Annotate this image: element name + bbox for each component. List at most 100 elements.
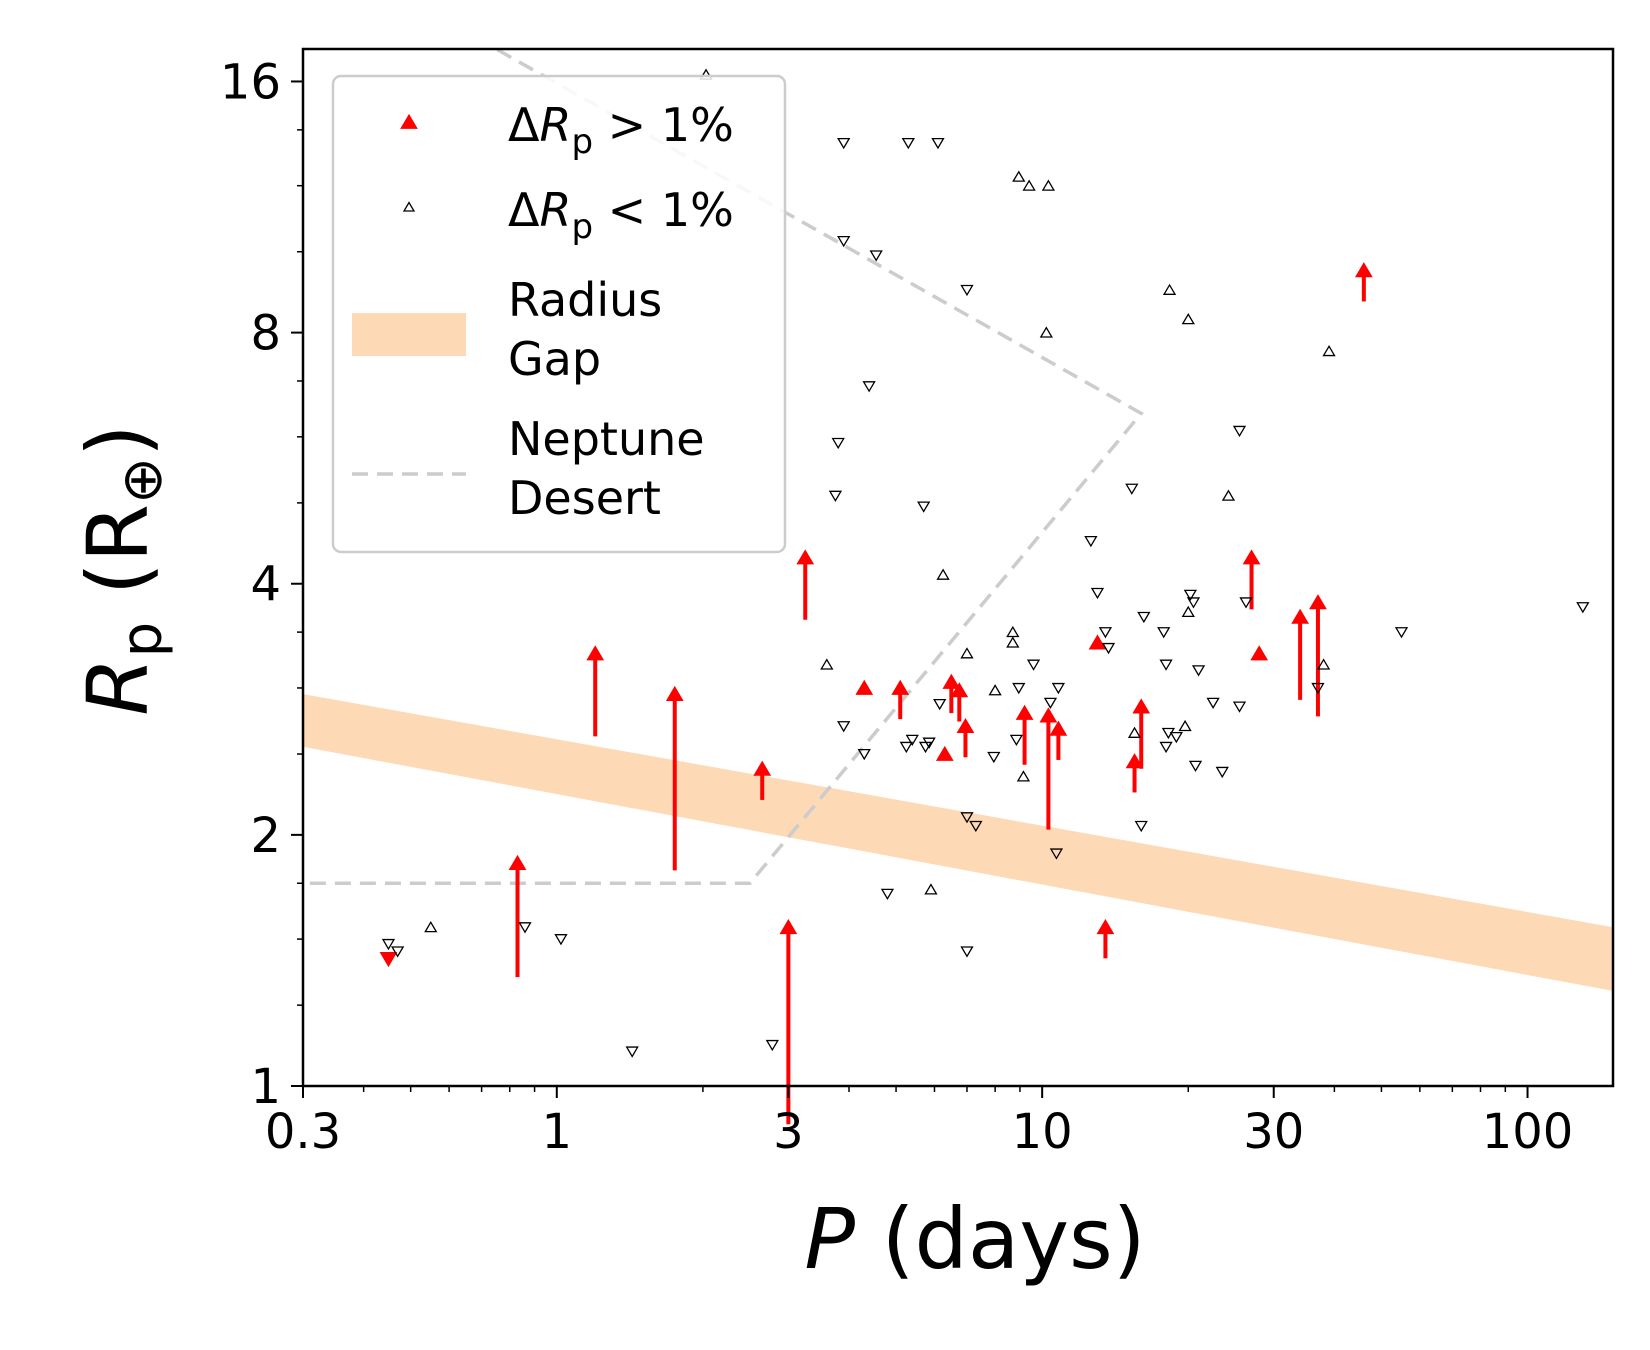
point-small-change xyxy=(390,946,405,958)
point-large-change xyxy=(508,854,527,871)
point-small-change xyxy=(988,684,1002,696)
point-small-change xyxy=(880,888,895,900)
point-small-change xyxy=(1169,731,1183,744)
point-small-change xyxy=(1043,697,1058,709)
point-large-change xyxy=(1015,704,1034,720)
point-small-change xyxy=(899,741,913,754)
radius-gap-band xyxy=(303,694,1613,991)
point-small-change xyxy=(1009,734,1024,747)
point-small-change xyxy=(1576,602,1590,614)
point-small-change xyxy=(1090,587,1105,600)
point-small-change xyxy=(1012,170,1026,182)
point-small-change xyxy=(837,721,851,733)
point-small-change xyxy=(869,250,883,262)
legend-marker-small-change xyxy=(402,201,416,212)
point-small-change xyxy=(837,137,851,150)
point-small-change xyxy=(1041,179,1056,191)
x-tick-label: 30 xyxy=(1243,1104,1304,1160)
point-small-change xyxy=(1322,344,1336,357)
point-large-change xyxy=(753,760,772,776)
point-large-change xyxy=(1039,707,1058,723)
point-small-change xyxy=(837,235,851,248)
legend-label: Desert xyxy=(508,471,661,525)
point-large-change xyxy=(1354,262,1373,278)
y-tick-label: 2 xyxy=(250,808,281,864)
point-large-change xyxy=(1132,698,1151,714)
point-small-change xyxy=(1316,658,1331,670)
point-small-change xyxy=(960,946,974,958)
point-small-change xyxy=(1022,179,1036,191)
point-small-change xyxy=(1311,682,1325,695)
legend-label: ΔRp < 1% xyxy=(508,183,734,247)
point-small-change xyxy=(936,568,950,580)
point-small-change xyxy=(857,748,871,761)
point-small-change xyxy=(933,698,947,711)
x-tick-label: 1 xyxy=(542,1104,573,1160)
point-small-change xyxy=(987,751,1001,764)
point-small-change xyxy=(554,934,568,946)
point-large-change xyxy=(586,645,605,661)
point-small-change xyxy=(862,381,876,393)
point-small-change xyxy=(1157,627,1171,639)
point-small-change xyxy=(905,734,919,747)
point-small-change xyxy=(1186,597,1201,609)
y-tick-label: 8 xyxy=(250,306,281,362)
point-small-change xyxy=(1215,766,1229,779)
point-small-change xyxy=(922,737,936,749)
point-small-change xyxy=(1101,642,1116,655)
point-small-change xyxy=(1239,597,1253,609)
point-small-change xyxy=(625,1046,639,1058)
point-small-change xyxy=(1051,682,1066,695)
point-small-change xyxy=(1098,627,1113,639)
point-small-change xyxy=(1221,489,1236,501)
x-tick-label: 0.3 xyxy=(265,1104,341,1160)
x-tick-label: 3 xyxy=(773,1104,804,1160)
point-large-change xyxy=(1250,645,1269,661)
point-large-change xyxy=(950,682,969,698)
y-tick-label: 1 xyxy=(250,1059,281,1115)
point-small-change xyxy=(960,812,974,824)
y-axis-title: Rp (R⊕) xyxy=(69,424,175,715)
point-small-change xyxy=(931,137,945,150)
point-large-change xyxy=(935,745,954,761)
legend-marker-large-change xyxy=(400,113,418,129)
legend-frame xyxy=(331,74,787,554)
point-large-change xyxy=(796,549,815,565)
plot-frame xyxy=(301,47,1615,1088)
y-axis-title-italic: R xyxy=(69,657,167,715)
point-small-change xyxy=(1127,726,1142,738)
point-small-change xyxy=(1137,611,1151,624)
point-small-change xyxy=(969,820,983,833)
point-small-change xyxy=(960,284,974,297)
point-small-change xyxy=(1191,665,1206,677)
point-small-change xyxy=(924,883,938,895)
point-small-change xyxy=(1006,636,1020,648)
point-small-change xyxy=(828,490,843,502)
y-axis-title-rest: (R xyxy=(69,504,167,622)
x-tick-label: 10 xyxy=(1012,1104,1073,1160)
point-small-change xyxy=(917,501,931,513)
point-small-change xyxy=(960,647,974,659)
x-axis-title: P (days) xyxy=(804,1190,1145,1288)
point-small-change xyxy=(1181,605,1195,618)
point-small-change xyxy=(1134,820,1148,833)
x-tick-label: 100 xyxy=(1482,1104,1574,1160)
point-small-change xyxy=(1178,719,1192,732)
point-small-change xyxy=(1049,848,1064,860)
legend-label: ΔRp > 1% xyxy=(508,98,734,162)
point-small-change xyxy=(381,938,396,951)
point-small-change xyxy=(1006,625,1020,638)
point-large-change xyxy=(379,952,398,968)
point-small-change xyxy=(1039,326,1053,338)
point-small-change xyxy=(1162,283,1177,295)
point-large-change xyxy=(779,919,798,935)
point-small-change xyxy=(820,658,834,670)
point-large-change xyxy=(1049,720,1068,736)
y-axis-title-earth: ⊕ xyxy=(110,457,175,504)
legend-label: Radius xyxy=(508,273,662,327)
point-small-change xyxy=(518,922,532,934)
point-large-change xyxy=(942,673,961,689)
point-small-change xyxy=(1125,483,1139,495)
point-small-change xyxy=(831,437,845,450)
